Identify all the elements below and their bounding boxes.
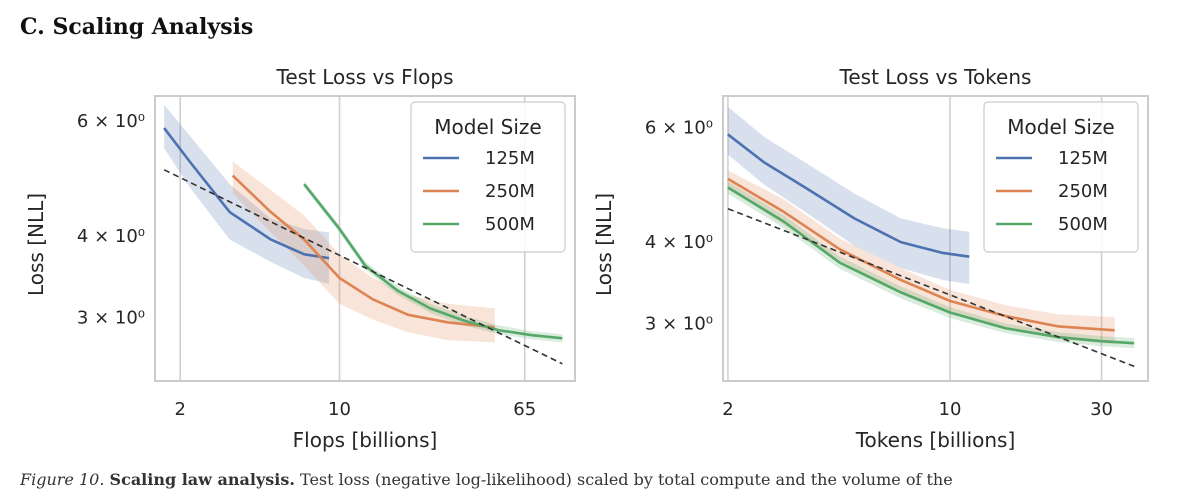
series-line-500M: [303, 183, 563, 340]
y-axis-label: Loss [NLL]: [592, 193, 616, 296]
legend: Model Size 125M 250M 500M: [410, 101, 566, 253]
confidence-band-125M: [164, 104, 330, 284]
chart-title: Test Loss vs Tokens: [839, 65, 1032, 89]
legend-label: 250M: [1058, 181, 1108, 202]
y-tick-label: 3 × 10⁰: [645, 314, 713, 335]
legend-title: Model Size: [1007, 115, 1114, 139]
legend-title: Model Size: [434, 115, 541, 139]
x-tick-label: 65: [513, 399, 536, 420]
legend-label: 125M: [485, 148, 535, 169]
series-line-500M: [727, 186, 1135, 345]
legend-label: 250M: [485, 181, 535, 202]
section-heading: C. Scaling Analysis: [20, 14, 254, 40]
chart-title: Test Loss vs Flops: [276, 65, 454, 89]
series-line-250M: [727, 177, 1115, 332]
x-tick-label: 2: [174, 399, 185, 420]
x-axis-label: Flops [billions]: [293, 428, 438, 452]
legend-box: [983, 101, 1139, 253]
y-axis-label: Loss [NLL]: [24, 193, 48, 296]
legend: Model Size 125M 250M 500M: [983, 101, 1139, 253]
caption-title: Scaling law analysis.: [109, 470, 295, 489]
x-tick-label: 30: [1090, 399, 1113, 420]
legend-label: 500M: [1058, 214, 1108, 235]
legend-label: 500M: [485, 214, 535, 235]
fit-line: [163, 169, 563, 365]
figure-caption: Figure 10. Scaling law analysis. Test lo…: [20, 470, 1170, 489]
fit-line: [727, 208, 1135, 368]
series-line-125M: [163, 127, 330, 260]
plot-frame: [722, 95, 1149, 382]
y-tick-label: 4 × 10⁰: [77, 226, 145, 247]
series-line-125M: [727, 133, 970, 258]
plot-frame: [154, 95, 576, 382]
caption-label: Figure 10.: [20, 470, 105, 489]
series-line-250M: [231, 174, 495, 329]
y-tick-label: 4 × 10⁰: [645, 232, 713, 253]
y-tick-label: 6 × 10⁰: [77, 111, 145, 132]
x-tick-label: 10: [939, 399, 962, 420]
chart-1: 2 10 30 6 × 10⁰ 4 × 10⁰ 3 × 10⁰ Test Loss vs T…: [592, 65, 1149, 452]
legend-box: [410, 101, 566, 253]
y-tick-label: 6 × 10⁰: [645, 117, 713, 138]
legend-label: 125M: [1058, 148, 1108, 169]
x-axis-label: Tokens [billions]: [855, 428, 1016, 452]
x-tick-label: 2: [722, 399, 733, 420]
caption-text: Test loss (negative log-likelihood) scal…: [300, 470, 953, 489]
y-tick-label: 3 × 10⁰: [77, 308, 145, 329]
x-tick-label: 10: [328, 399, 351, 420]
confidence-band-125M: [727, 106, 970, 285]
chart-0: 2 10 65 6 × 10⁰ 4 × 10⁰ 3 × 10⁰ Test Loss vs F…: [24, 65, 576, 452]
